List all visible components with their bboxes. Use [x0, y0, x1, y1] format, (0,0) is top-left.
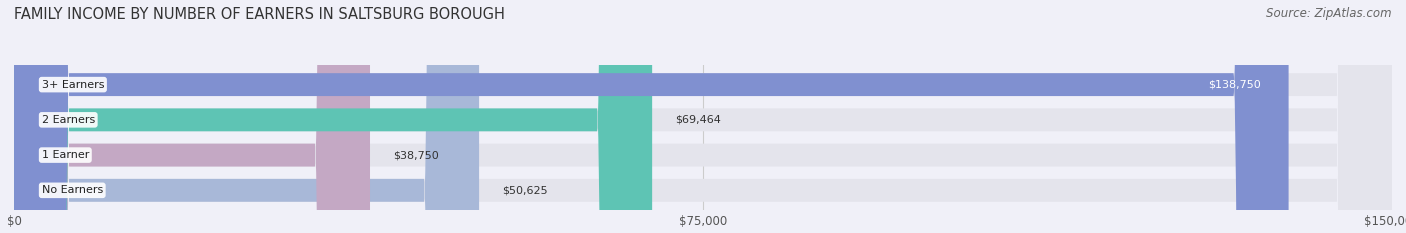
- Text: $38,750: $38,750: [394, 150, 439, 160]
- FancyBboxPatch shape: [14, 0, 1288, 233]
- Text: $50,625: $50,625: [502, 185, 548, 195]
- Text: FAMILY INCOME BY NUMBER OF EARNERS IN SALTSBURG BOROUGH: FAMILY INCOME BY NUMBER OF EARNERS IN SA…: [14, 7, 505, 22]
- Text: 3+ Earners: 3+ Earners: [42, 80, 104, 90]
- Text: 2 Earners: 2 Earners: [42, 115, 94, 125]
- FancyBboxPatch shape: [14, 0, 479, 233]
- Text: Source: ZipAtlas.com: Source: ZipAtlas.com: [1267, 7, 1392, 20]
- Text: 1 Earner: 1 Earner: [42, 150, 89, 160]
- Text: $69,464: $69,464: [675, 115, 721, 125]
- Text: $138,750: $138,750: [1208, 80, 1261, 90]
- FancyBboxPatch shape: [14, 0, 1392, 233]
- FancyBboxPatch shape: [14, 0, 370, 233]
- FancyBboxPatch shape: [14, 0, 1392, 233]
- FancyBboxPatch shape: [14, 0, 1392, 233]
- FancyBboxPatch shape: [14, 0, 1392, 233]
- FancyBboxPatch shape: [14, 0, 652, 233]
- Text: No Earners: No Earners: [42, 185, 103, 195]
